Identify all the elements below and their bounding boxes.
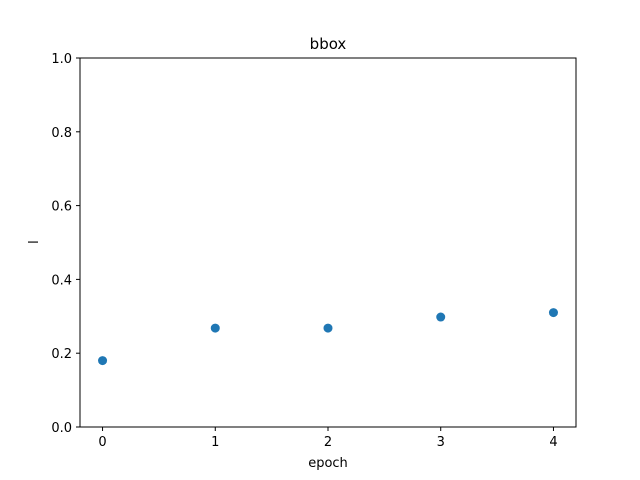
chart-title: bbox <box>310 35 347 53</box>
x-tick-label: 3 <box>437 435 445 450</box>
x-axis-label: epoch <box>308 456 348 471</box>
data-point <box>548 308 558 318</box>
y-tick-label: 1.0 <box>51 52 72 67</box>
x-tick-label: 1 <box>211 435 219 450</box>
y-axis-label: l <box>27 240 42 244</box>
y-tick-label: 0.6 <box>51 200 72 215</box>
y-tick-label: 0.8 <box>51 126 72 141</box>
y-tick-label: 0.0 <box>51 421 72 436</box>
x-tick-label: 4 <box>549 435 557 450</box>
data-point <box>323 323 333 333</box>
data-point <box>98 356 108 366</box>
x-tick-label: 0 <box>98 435 106 450</box>
data-point <box>210 323 220 333</box>
axes-frame <box>79 57 577 428</box>
plot-area: 0 1 2 3 4 0.0 0.2 0.4 0.6 0.8 1.0 <box>51 52 577 450</box>
y-tick-label: 0.4 <box>51 273 72 288</box>
y-tick-label: 0.2 <box>51 347 72 362</box>
data-point <box>436 312 446 322</box>
x-tick-label: 2 <box>324 435 332 450</box>
